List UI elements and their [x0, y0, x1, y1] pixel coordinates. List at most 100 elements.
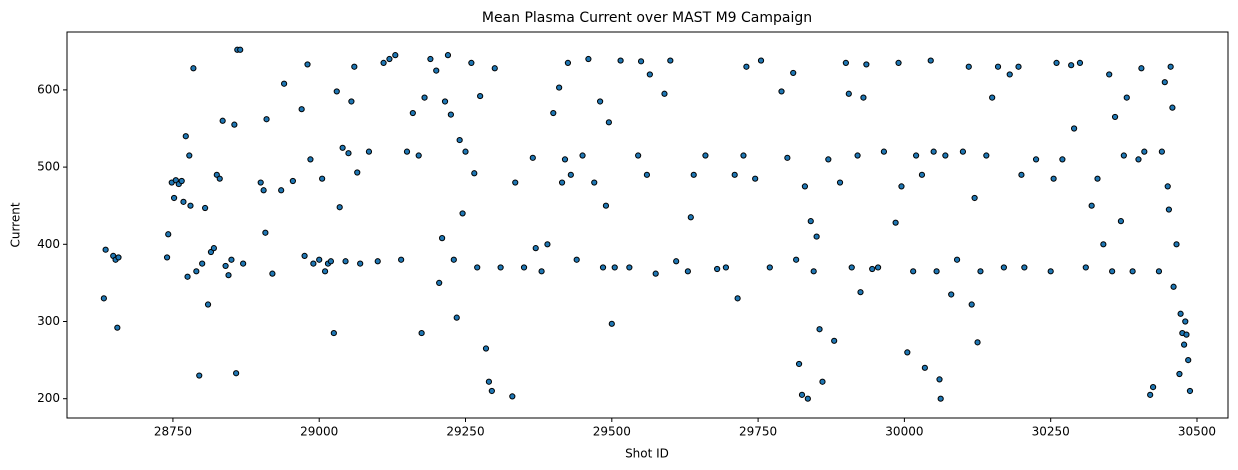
point — [342, 258, 349, 265]
point — [831, 337, 838, 344]
point — [529, 154, 536, 161]
point — [488, 387, 495, 395]
point — [357, 260, 364, 267]
point — [579, 152, 586, 159]
point — [959, 148, 967, 155]
point — [798, 391, 806, 398]
point — [1059, 156, 1066, 163]
point — [1076, 59, 1084, 66]
point — [910, 268, 917, 275]
point — [848, 264, 855, 271]
point — [567, 171, 574, 178]
point — [339, 144, 346, 151]
point — [790, 69, 797, 77]
point — [327, 258, 335, 265]
point — [948, 291, 955, 298]
point — [196, 372, 203, 379]
x-tick-label: 30000 — [885, 425, 923, 439]
point — [532, 245, 539, 252]
point — [994, 63, 1002, 70]
point — [673, 258, 680, 265]
point — [793, 256, 800, 263]
point — [646, 71, 653, 78]
point — [766, 264, 773, 271]
point — [1053, 59, 1060, 66]
point — [874, 264, 882, 271]
x-tick-label: 29000 — [300, 425, 338, 439]
point — [204, 301, 212, 308]
point — [795, 360, 803, 368]
point — [1165, 206, 1172, 213]
point — [1155, 268, 1163, 275]
point — [869, 265, 876, 273]
point — [860, 94, 867, 101]
point — [1158, 148, 1165, 155]
point — [260, 187, 267, 194]
point — [863, 61, 870, 68]
point — [1147, 391, 1154, 398]
point — [1117, 218, 1125, 225]
point — [491, 65, 498, 72]
point — [520, 264, 528, 271]
point — [441, 98, 449, 105]
point — [561, 156, 569, 163]
point — [816, 326, 823, 333]
y-tick-label: 300 — [37, 314, 60, 328]
point — [233, 370, 240, 377]
point — [301, 252, 308, 259]
point — [1015, 63, 1022, 70]
point — [436, 279, 443, 286]
point — [427, 55, 434, 63]
point — [1106, 71, 1113, 78]
point — [115, 254, 122, 261]
point — [930, 148, 937, 155]
point — [298, 106, 305, 113]
point — [336, 204, 343, 211]
point — [409, 109, 416, 117]
point — [468, 59, 475, 66]
point — [1170, 283, 1177, 290]
point — [170, 194, 178, 202]
point — [114, 324, 121, 331]
point — [605, 119, 612, 126]
point — [912, 152, 920, 159]
point — [182, 133, 189, 140]
point — [1173, 241, 1180, 248]
point — [289, 177, 296, 185]
point — [1111, 113, 1119, 121]
point — [1082, 264, 1089, 271]
point — [1047, 268, 1054, 275]
point — [804, 395, 811, 402]
point — [810, 268, 817, 275]
point — [392, 52, 399, 59]
point — [421, 94, 428, 101]
point — [199, 260, 206, 267]
point — [921, 364, 928, 371]
y-tick-label: 200 — [37, 391, 60, 405]
point — [597, 98, 604, 105]
point — [1100, 241, 1107, 248]
point — [1135, 156, 1142, 163]
x-tick-label: 29500 — [593, 425, 631, 439]
point — [1006, 71, 1013, 78]
point — [1123, 94, 1130, 101]
point — [459, 210, 466, 217]
point — [262, 229, 269, 236]
point — [544, 241, 551, 248]
point — [163, 254, 171, 261]
point — [310, 260, 317, 267]
point — [456, 136, 463, 144]
point — [228, 256, 235, 263]
point — [225, 272, 232, 279]
point — [1167, 63, 1174, 70]
point — [825, 156, 832, 163]
point — [184, 273, 191, 280]
point — [1169, 104, 1176, 111]
point — [626, 264, 633, 271]
point — [752, 175, 759, 182]
point — [210, 245, 217, 252]
point — [1138, 65, 1145, 72]
x-tick-label: 30500 — [1178, 425, 1216, 439]
point — [1176, 370, 1183, 378]
point — [564, 59, 572, 66]
